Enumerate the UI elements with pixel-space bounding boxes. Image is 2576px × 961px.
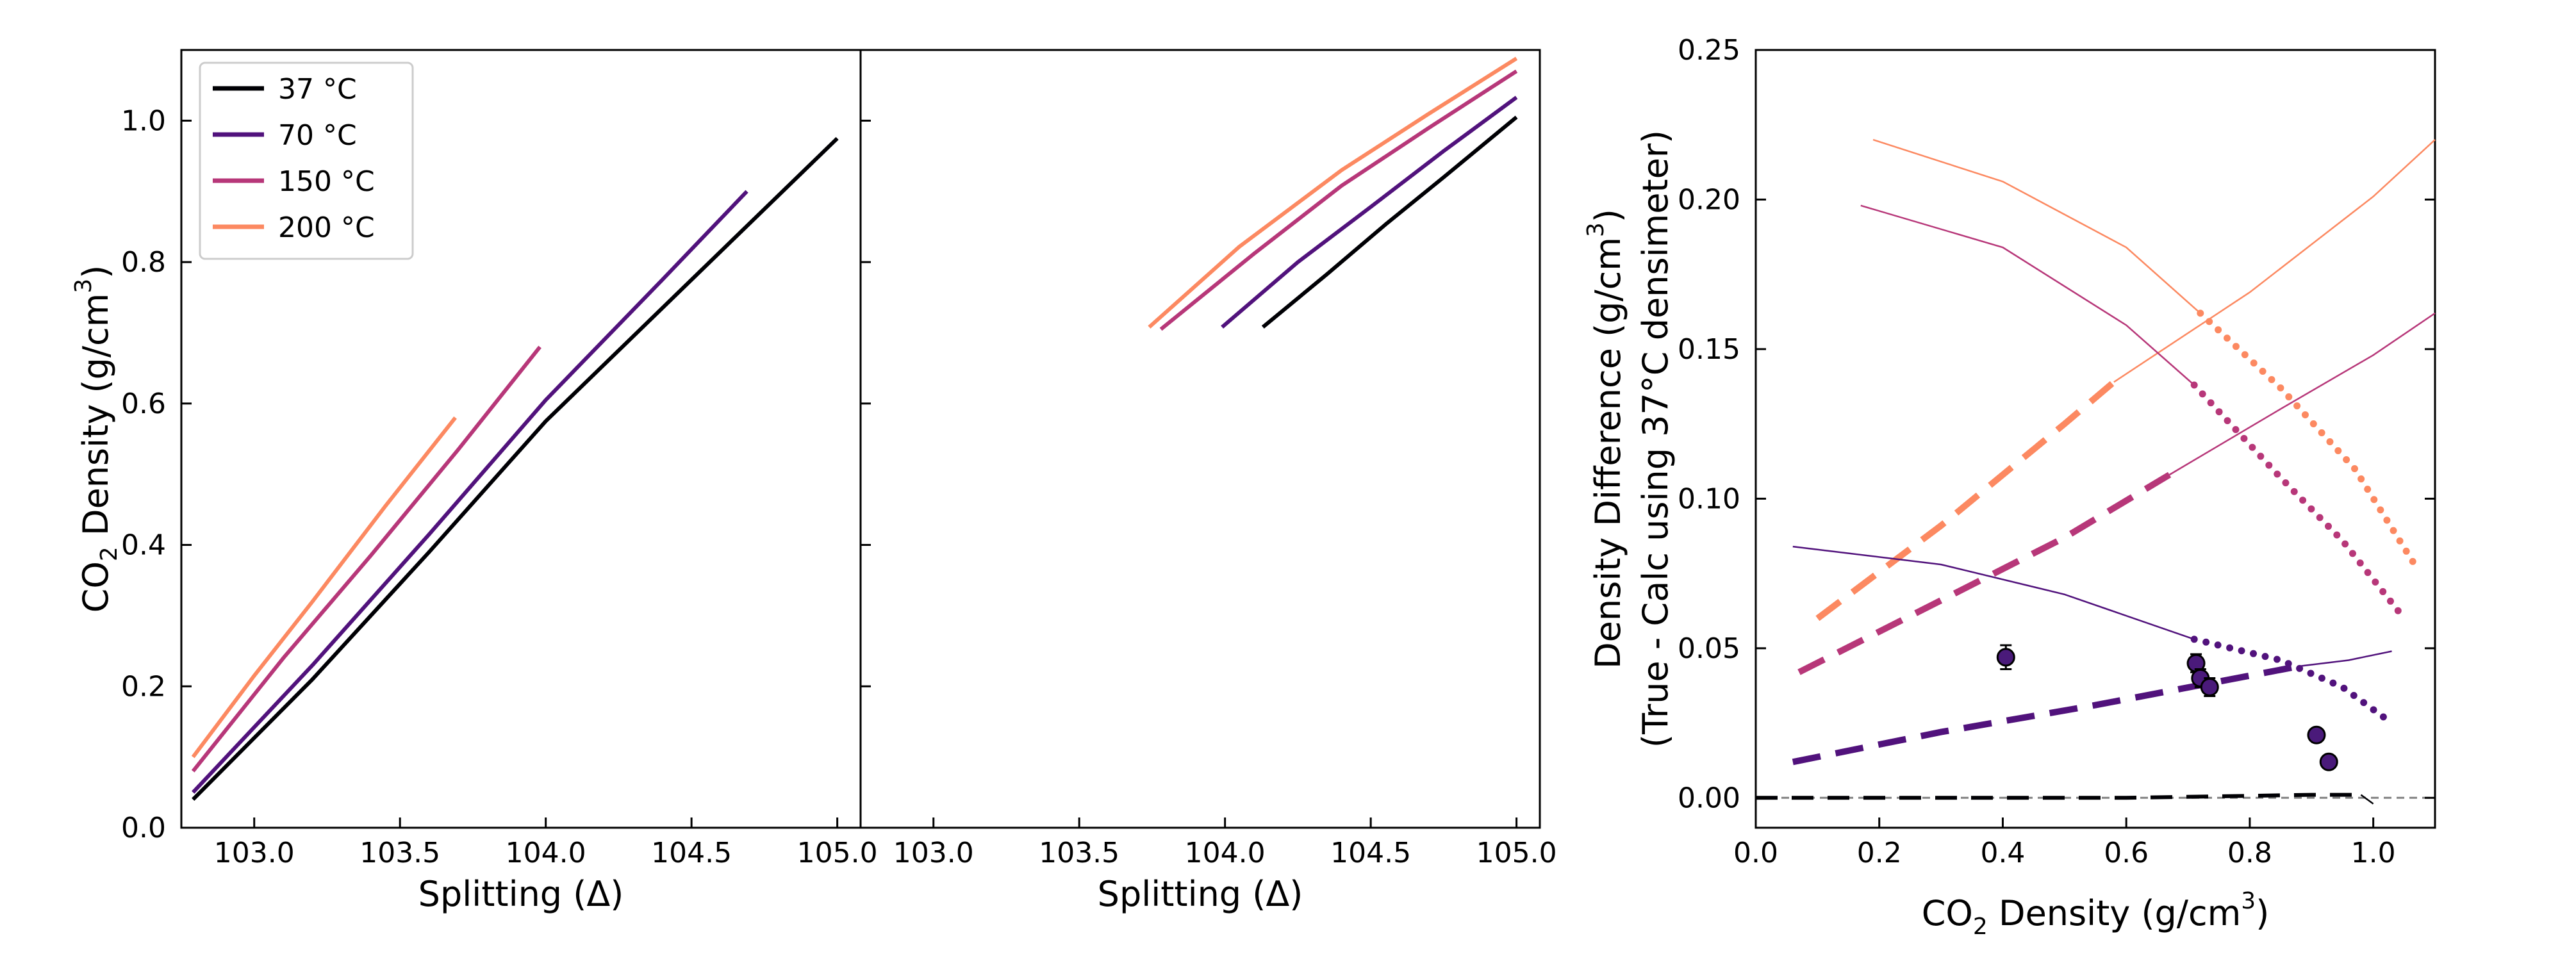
left-y-tick-label: 0.0 [121,812,166,844]
right-points-group [1996,644,2338,771]
middle-x-tick-label: 103.0 [893,837,974,869]
left-y-tick-label: 0.6 [121,388,166,420]
right-curve-70c-dotted [2190,636,2395,727]
right-curve-150c-thin [2168,312,2436,476]
right-curve-150c-dashed [1797,472,2172,675]
right-y-axis-label-line1: Density Difference (g/cm3) [1583,209,1628,669]
middle-series-150c [1159,69,1518,331]
data-point [2319,752,2338,771]
left-x-tick-label: 103.5 [359,837,440,869]
right-y-axis-label-line2: (True - Calc using 37°C densimeter) [1635,130,1676,748]
right-x-tick-label: 0.2 [1857,837,1902,869]
right-x-tick-label: 0.8 [2227,837,2272,869]
legend-label-200: 200 °C [278,211,375,244]
right-x-tick-label: 0.4 [1980,837,2025,869]
left-series-37c [192,136,839,801]
left-y-tick-label: 0.8 [121,246,166,279]
legend-label-150: 150 °C [278,165,375,198]
right-tick-group: 0.0 0.2 0.4 0.6 0.8 1.0 0.00 0.05 0.10 0.15 0.20 0.… [1678,34,2435,869]
right-series-group [1756,138,2436,805]
left-tick-group: 103.0 103.5 104.0 104.5 105.0 0.0 0.2 0.4 0.6 0.8… [121,104,878,869]
right-y-tick-label: 0.15 [1678,333,1740,366]
data-point [1996,648,2015,667]
right-curve-37c-thin [2360,794,2374,805]
right-curve-200c-dashed [1815,379,2117,621]
right-curve-150c-thin [1860,204,2195,386]
left-y-tick-label: 1.0 [121,104,166,137]
middle-series-200c [1148,56,1518,329]
left-density-chart: 103.0 103.5 104.0 104.5 105.0 0.0 0.2 0.4 0.6 0.8… [70,49,878,914]
left-x-tick-label: 104.0 [506,837,586,869]
right-curve-200c-thin [1872,138,2201,314]
middle-x-tick-label: 104.5 [1330,837,1411,869]
data-point [2200,678,2219,697]
left-x-axis-label: Splitting (Δ) [418,874,624,914]
middle-series-70c [1221,95,1518,329]
legend: 37 °C 70 °C 150 °C 200 °C [199,62,414,260]
right-x-tick-label: 0.0 [1733,837,1778,869]
right-y-tick-label: 0.00 [1678,782,1740,814]
left-x-tick-label: 105.0 [797,837,878,869]
right-x-tick-label: 1.0 [2351,837,2396,869]
right-curve-200c-thin [2113,139,2436,383]
left-series-group [191,136,839,801]
left-series-150c [191,345,541,773]
middle-x-tick-label: 103.5 [1039,837,1119,869]
right-difference-chart: 0.0 0.2 0.4 0.6 0.8 1.0 0.00 0.05 0.10 0.15 0.20 0.… [1583,34,2436,940]
middle-plot-frame [859,49,1541,829]
middle-x-tick-label: 104.0 [1185,837,1266,869]
right-y-tick-label: 0.10 [1678,482,1740,515]
right-y-tick-label: 0.20 [1678,183,1740,216]
left-y-tick-label: 0.4 [121,529,166,562]
legend-box [199,62,414,260]
middle-series-37c [1261,115,1518,329]
middle-x-tick-label: 105.0 [1476,837,1557,869]
right-curve-200c-dotted [2197,309,2420,571]
middle-series-group [1148,56,1518,331]
right-curve-70c-thin [2299,650,2392,668]
right-y-tick-label: 0.25 [1678,34,1740,67]
right-plot-frame [1754,49,2436,829]
legend-label-70: 70 °C [278,119,357,152]
right-curve-70c-thin [1792,545,2195,640]
left-y-axis-label: CO2 Density (g/cm3) [70,265,122,613]
middle-tick-group: 103.0 103.5 104.0 104.5 105.0 [861,119,1557,869]
middle-x-axis-label: Splitting (Δ) [1098,874,1303,914]
left-series-200c [191,416,457,759]
legend-label-37: 37 °C [278,73,357,106]
right-curve-70c-dashed [1792,662,2300,766]
left-series-70c [192,190,748,794]
right-y-tick-label: 0.05 [1678,632,1740,665]
middle-density-chart: 103.0 103.5 104.0 104.5 105.0 Splitting (Δ) [859,49,1557,914]
right-x-axis-label: CO2 Density (g/cm3) [1922,888,2270,940]
left-x-tick-label: 104.5 [651,837,732,869]
right-curve-37c-dashed [1756,793,2361,800]
data-point [2307,725,2326,744]
left-y-tick-label: 0.2 [121,670,166,703]
left-x-tick-label: 103.0 [214,837,295,869]
right-x-tick-label: 0.6 [2104,837,2149,869]
right-curve-150c-dotted [2190,381,2408,622]
